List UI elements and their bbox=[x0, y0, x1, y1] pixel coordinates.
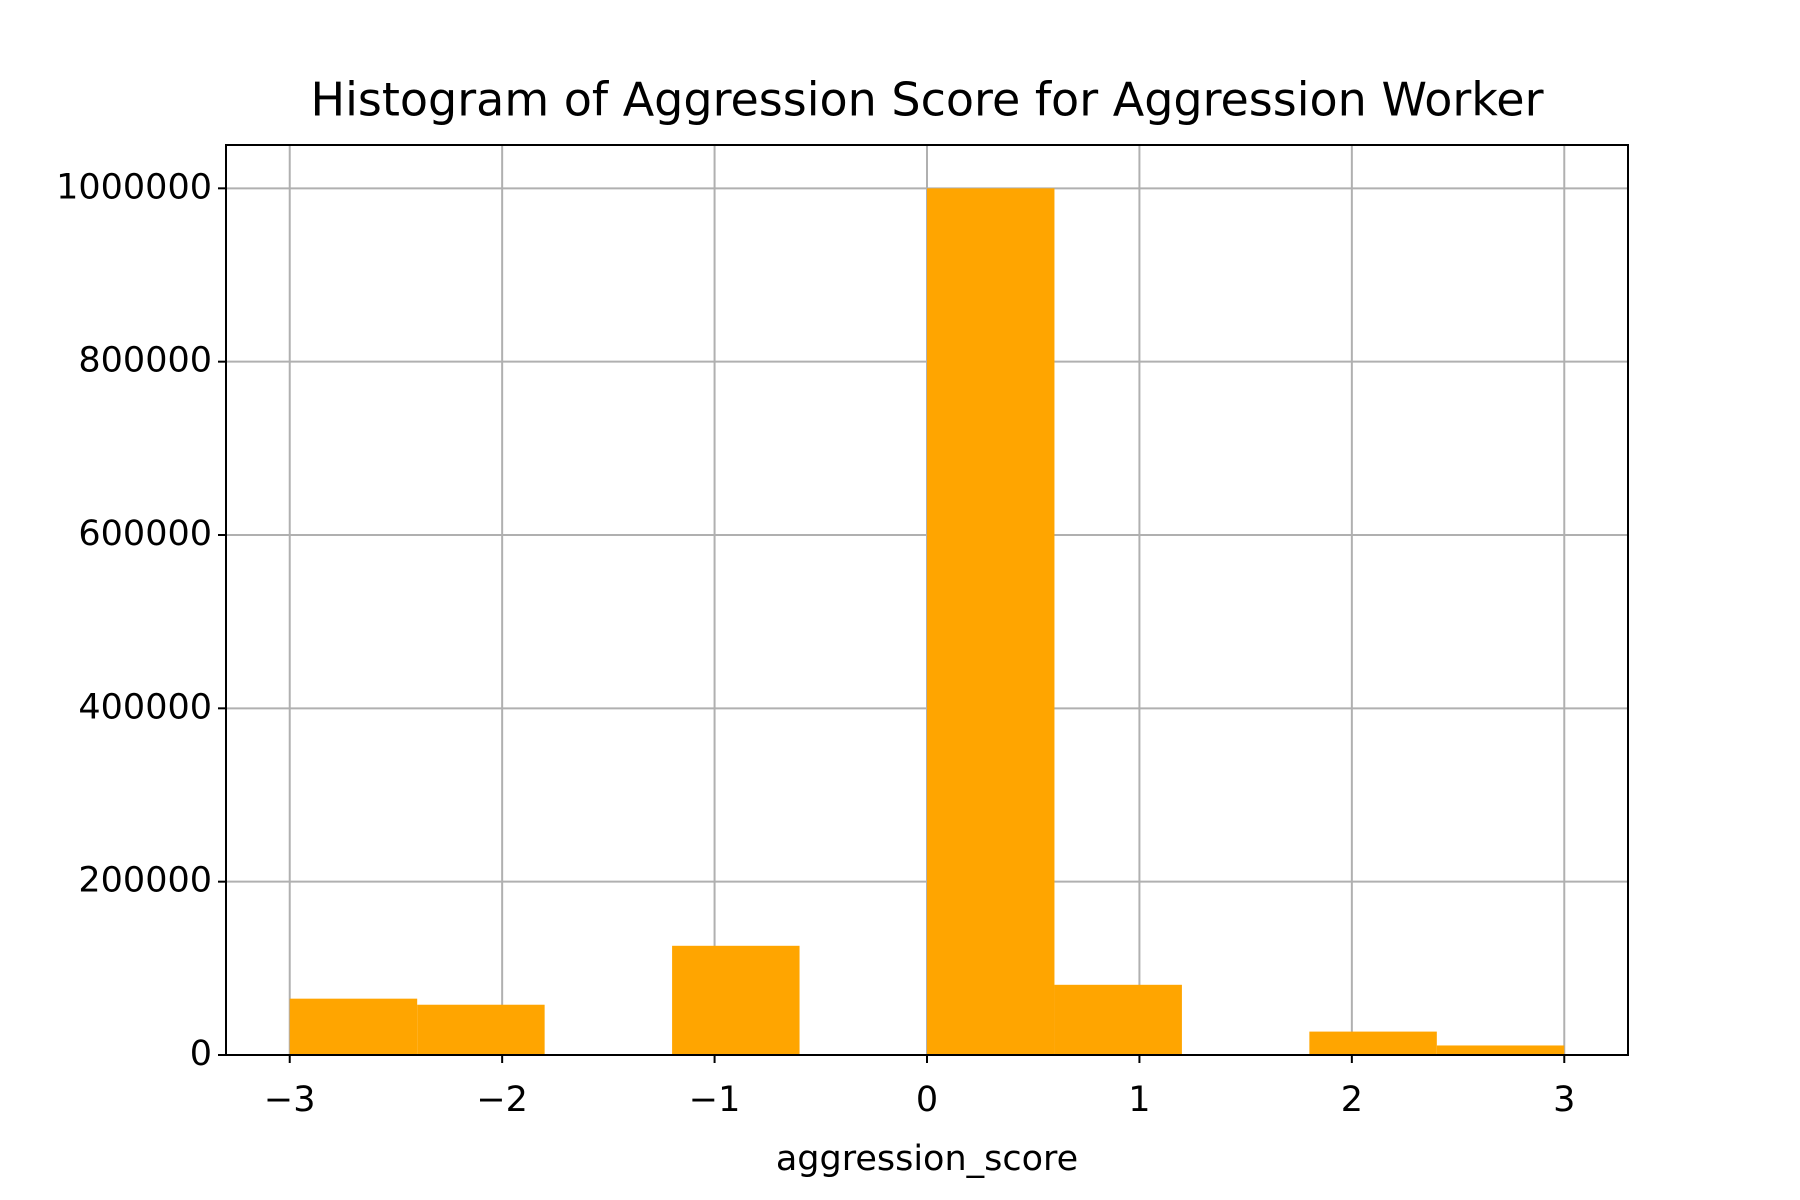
x-tick-label: −1 bbox=[689, 1080, 741, 1120]
y-tick-label: 600000 bbox=[78, 514, 212, 554]
y-tick-label: 800000 bbox=[78, 341, 212, 381]
y-tick-label: 200000 bbox=[78, 861, 212, 901]
x-tick-label: 1 bbox=[1128, 1080, 1150, 1120]
bar bbox=[289, 998, 418, 1055]
x-tick-label: −3 bbox=[264, 1080, 316, 1120]
bar bbox=[927, 188, 1055, 1056]
bar bbox=[1054, 984, 1182, 1055]
bar bbox=[417, 1004, 545, 1055]
bar bbox=[1436, 1045, 1565, 1055]
y-tick-label: 1000000 bbox=[56, 167, 212, 207]
axes-frame bbox=[225, 144, 1629, 1056]
bar bbox=[1309, 1031, 1437, 1055]
x-tick-label: 0 bbox=[916, 1080, 938, 1120]
bar bbox=[672, 945, 800, 1055]
x-tick-label: 2 bbox=[1341, 1080, 1363, 1120]
x-tick-label: −2 bbox=[476, 1080, 528, 1120]
chart-title: Histogram of Aggression Score for Aggres… bbox=[311, 73, 1544, 127]
x-tick-label: 3 bbox=[1553, 1080, 1575, 1120]
x-axis-label: aggression_score bbox=[776, 1139, 1078, 1179]
y-tick-label: 0 bbox=[190, 1034, 212, 1074]
y-tick-label: 400000 bbox=[78, 687, 212, 727]
